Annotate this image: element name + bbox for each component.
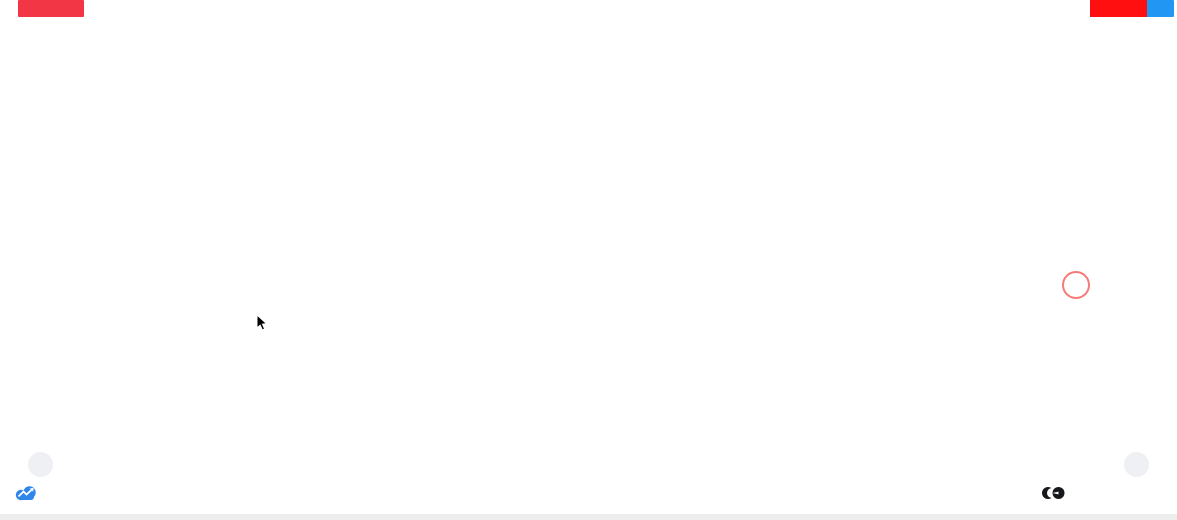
cryptoquant-logo-icon: [1042, 487, 1065, 499]
bottom-scroll-strip: [0, 514, 1177, 520]
level-low-badge: [1090, 0, 1147, 17]
last-price-badge: [18, 0, 84, 17]
auto-scale-button[interactable]: [1124, 452, 1149, 477]
mouse-cursor: [256, 314, 268, 331]
tradingview-logo-icon: [15, 486, 36, 501]
help-question-button[interactable]: [1062, 271, 1090, 299]
tradingview-brand[interactable]: [14, 485, 47, 501]
cryptoquant-brand[interactable]: [1042, 485, 1072, 501]
timezone-button[interactable]: [28, 452, 53, 477]
